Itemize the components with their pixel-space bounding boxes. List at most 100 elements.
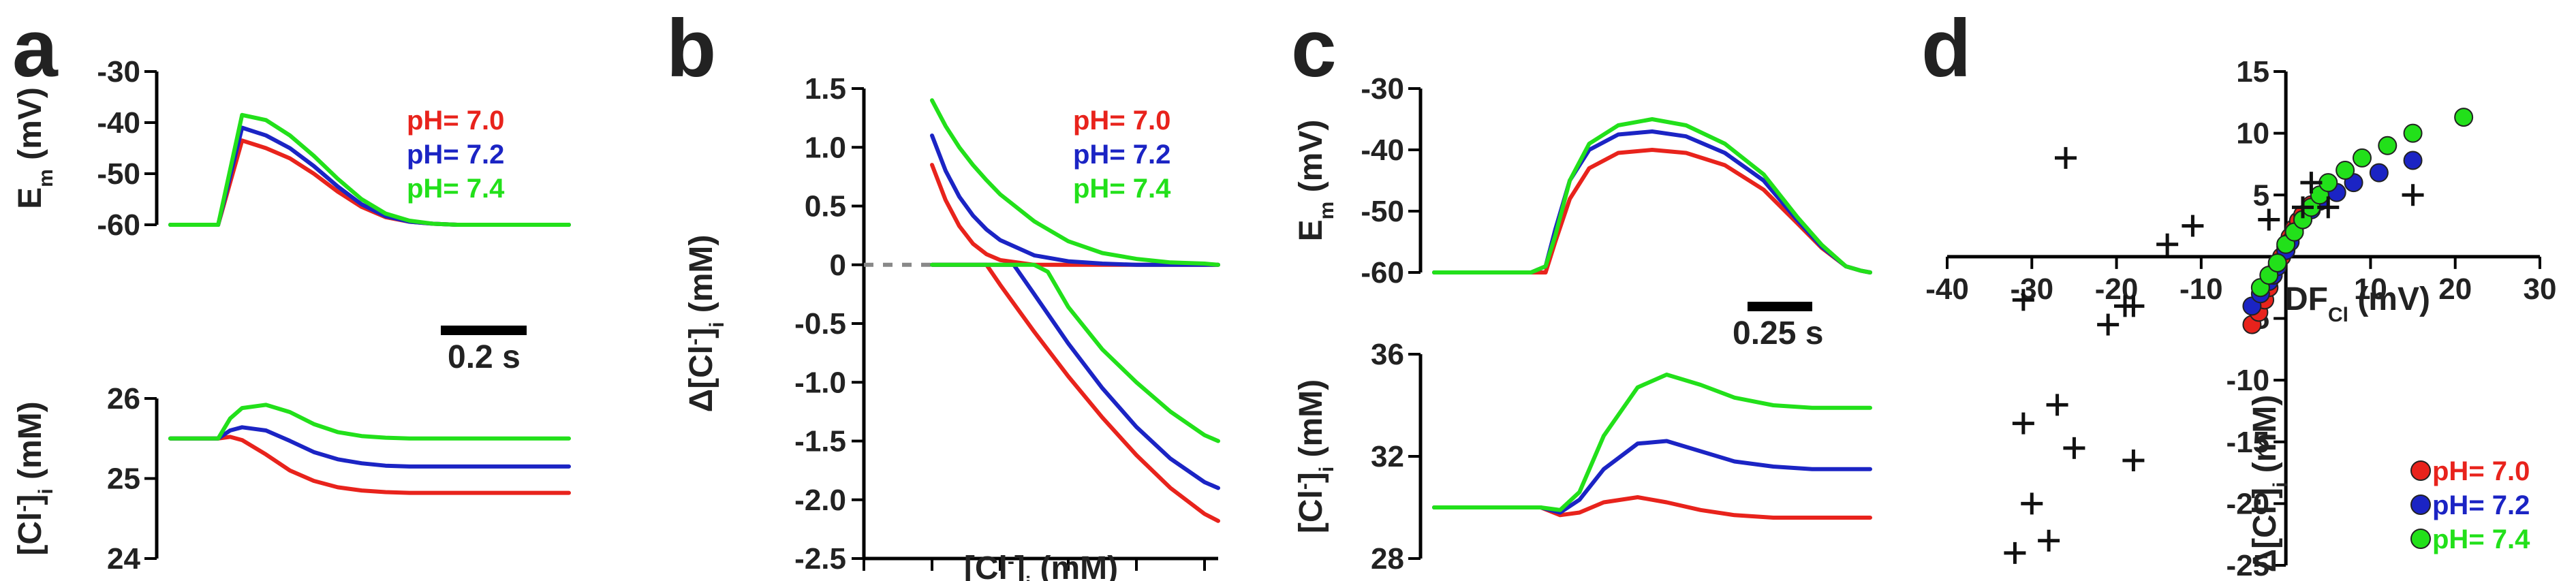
panel-d-y-tick-label: 5: [2253, 178, 2269, 212]
panel-c-top-y-tick-label: -60: [1361, 256, 1404, 289]
panel-d-legend-label: pH= 7.2: [2432, 490, 2530, 520]
panel-c-bottom-y-label-sub: i: [1316, 467, 1338, 472]
panel-a-bottom-y-label-sub: i: [35, 488, 57, 494]
panel-b-y-tick-label: -0.5: [794, 307, 846, 341]
panel-c-chloride-plot: 28 32 36 [Cl-]i (mM): [1293, 338, 1872, 576]
panel-b-series-line: [930, 262, 1220, 523]
panel-letter-a: a: [12, 3, 59, 94]
panel-a-bottom-series-line: [168, 403, 571, 441]
panel-a-top-series-line: [168, 112, 571, 227]
panel-b-x-label: [Cl-]i (mM): [964, 550, 1118, 581]
panel-d-y-label-sub: i: [2269, 482, 2292, 488]
panel-d-y-tick-label: -10: [2226, 364, 2270, 397]
panel-a-scalebar-label: 0.2 s: [448, 339, 521, 375]
panel-d-scatter-plot: -40-30-20-10102030-25-20-15-10-551015DFC…: [1925, 55, 2556, 581]
panel-b-y-tick-label: 1.5: [805, 72, 846, 106]
panel-c-top-y-tick-label: -50: [1361, 195, 1404, 228]
panel-d-x-label: DFCl (mV): [2284, 281, 2430, 326]
panel-b-legend-ph72: pH= 7.2: [1073, 140, 1170, 170]
panel-d-scatter-point: [2403, 151, 2423, 170]
panel-b-x-tick-label: 40: [1120, 576, 1153, 581]
panel-b-y-tick-label: 0: [830, 249, 846, 282]
panel-b-x-label-unit: (mM): [1031, 550, 1118, 581]
panel-d-y-label-unit: (mM): [2247, 395, 2283, 482]
panel-d-y-tick-label: -25: [2226, 549, 2270, 581]
panel-c-top-series-line: [1432, 129, 1872, 274]
panel-a-top-y-tick-label: -30: [97, 55, 140, 89]
panel-c: -60 -50 -40 -30 Em (mV) 28 32 36 [Cl-]i (mM) 0.…: [1293, 72, 1872, 576]
panel-b-series-line: [930, 134, 1220, 267]
panel-d-x-label-sub: Cl: [2328, 304, 2348, 326]
panel-b-legend-ph74: pH= 7.4: [1073, 174, 1171, 204]
panel-d-legend-marker: [2410, 529, 2431, 549]
panel-a-bottom-y-label-mid: ]: [12, 494, 48, 505]
panel-a-legend-ph72: pH= 7.2: [407, 140, 504, 170]
panel-a-bottom-y-tick-label: 26: [107, 382, 140, 415]
panel-a-legend-ph74: pH= 7.4: [407, 174, 505, 204]
panel-d-y-tick-label: -15: [2226, 426, 2270, 459]
panel-b-series-line: [930, 98, 1220, 267]
panel-d-y-label: Δ[Cl-]i (mM): [2247, 395, 2292, 573]
panel-d-x-tick-label: -10: [2179, 272, 2223, 306]
panel-a-top-y-tick-label: -50: [97, 157, 140, 191]
panel-b-x-label-sub: i: [1025, 573, 1031, 581]
panel-c-top-y-tick-label: -30: [1361, 72, 1404, 106]
panel-d-scatter-point: [2267, 253, 2287, 272]
panel-b-y-tick-label: 1.0: [805, 131, 846, 164]
panel-a-membrane-potential-plot: -60 -50 -40 -30 Em (mV): [12, 55, 571, 242]
panel-d-scatter-point: [2403, 123, 2423, 143]
panel-c-scalebar-label: 0.25 s: [1733, 315, 1823, 351]
panel-a-bottom-y-tick-label: 25: [107, 462, 140, 496]
panel-letter-d: d: [1921, 3, 1971, 94]
panel-a-bottom-y-label-sup: -: [12, 505, 35, 512]
panel-a-bottom-y-label: [Cl-]i (mM): [12, 401, 57, 555]
panel-b-y-tick-label: -1.0: [794, 366, 846, 399]
panel-d-y-label-sup: -: [2247, 499, 2269, 505]
panel-a-top-y-label: Em (mV): [12, 87, 57, 209]
panel-b-y-label-sup: -: [683, 339, 706, 345]
panel-d-y-label-text: Δ[Cl: [2247, 505, 2283, 572]
panel-a-bottom-y-tick-label: 24: [107, 542, 140, 576]
panel-a-top-y-tick-label: -40: [97, 106, 140, 140]
panel-d-scatter-point: [2378, 136, 2397, 155]
panel-a-bottom-series-line: [168, 435, 571, 495]
panel-c-top-y-label: Em (mV): [1293, 120, 1338, 242]
panel-b-y-label-text: Δ[Cl: [683, 345, 719, 412]
panel-b-y-tick-label: -2.0: [794, 484, 846, 517]
panel-c-bottom-y-tick-label: 32: [1371, 440, 1404, 473]
panel-d-scatter-point: [2353, 148, 2372, 168]
panel-c-bottom-y-label-mid: ]: [1293, 472, 1329, 483]
panel-d-x-label-unit: (mV): [2348, 281, 2430, 317]
panel-letter-b: b: [666, 3, 716, 94]
panel-b-x-tick-label: 10: [916, 576, 949, 581]
panel-b-y-tick-label: 0.5: [805, 190, 846, 223]
panel-d-x-tick-label: 30: [2524, 272, 2557, 306]
panel-b-y-label-mid: ]: [683, 328, 719, 339]
panel-d-scatter-point: [2369, 163, 2389, 183]
panel-a-bottom-y-label-text: [Cl: [12, 512, 48, 556]
panel-c-bottom-y-label-sup: -: [1293, 483, 1316, 490]
panel-d-y-tick-label: -20: [2226, 487, 2270, 520]
panel-c-bottom-series-line: [1432, 373, 1872, 512]
panel-c-top-y-label-text: E: [1293, 219, 1329, 241]
panel-d-y-label-mid: ]: [2247, 488, 2283, 499]
panel-b-y-tick-label: -2.5: [794, 542, 846, 576]
panel-c-bottom-y-label: [Cl-]i (mM): [1293, 379, 1338, 533]
panel-b-plot: -2.5 -2.0 -1.5 -1.0 -0.5 0 0.5 1.0 1.5 0 10 20 30 40 5…: [683, 72, 1222, 581]
panel-b-x-label-sup: -: [1008, 550, 1014, 573]
panel-b-x-tick-label: 50: [1188, 576, 1222, 581]
panel-d-scatter-point: [2454, 108, 2474, 127]
panel-d-x-tick-label: 10: [2354, 272, 2387, 306]
panel-d-legend-label: pH= 7.0: [2432, 456, 2530, 486]
panel-d-x-tick-label: -40: [1925, 272, 1969, 306]
panel-a-top-y-label-unit: (mV): [12, 87, 48, 169]
panel-c-top-y-label-unit: (mV): [1293, 120, 1329, 202]
panel-d-x-tick-label: 20: [2438, 272, 2472, 306]
panel-c-bottom-y-label-text: [Cl: [1293, 490, 1329, 533]
panel-b-x-tick-label: 0: [856, 576, 872, 581]
panel-b-x-tick-label: 20: [984, 576, 1017, 581]
panel-c-bottom-y-tick-label: 36: [1371, 338, 1404, 371]
panel-a-chloride-plot: 24 25 26 [Cl-]i (mM): [12, 382, 571, 576]
panel-c-top-series-line: [1432, 148, 1872, 274]
